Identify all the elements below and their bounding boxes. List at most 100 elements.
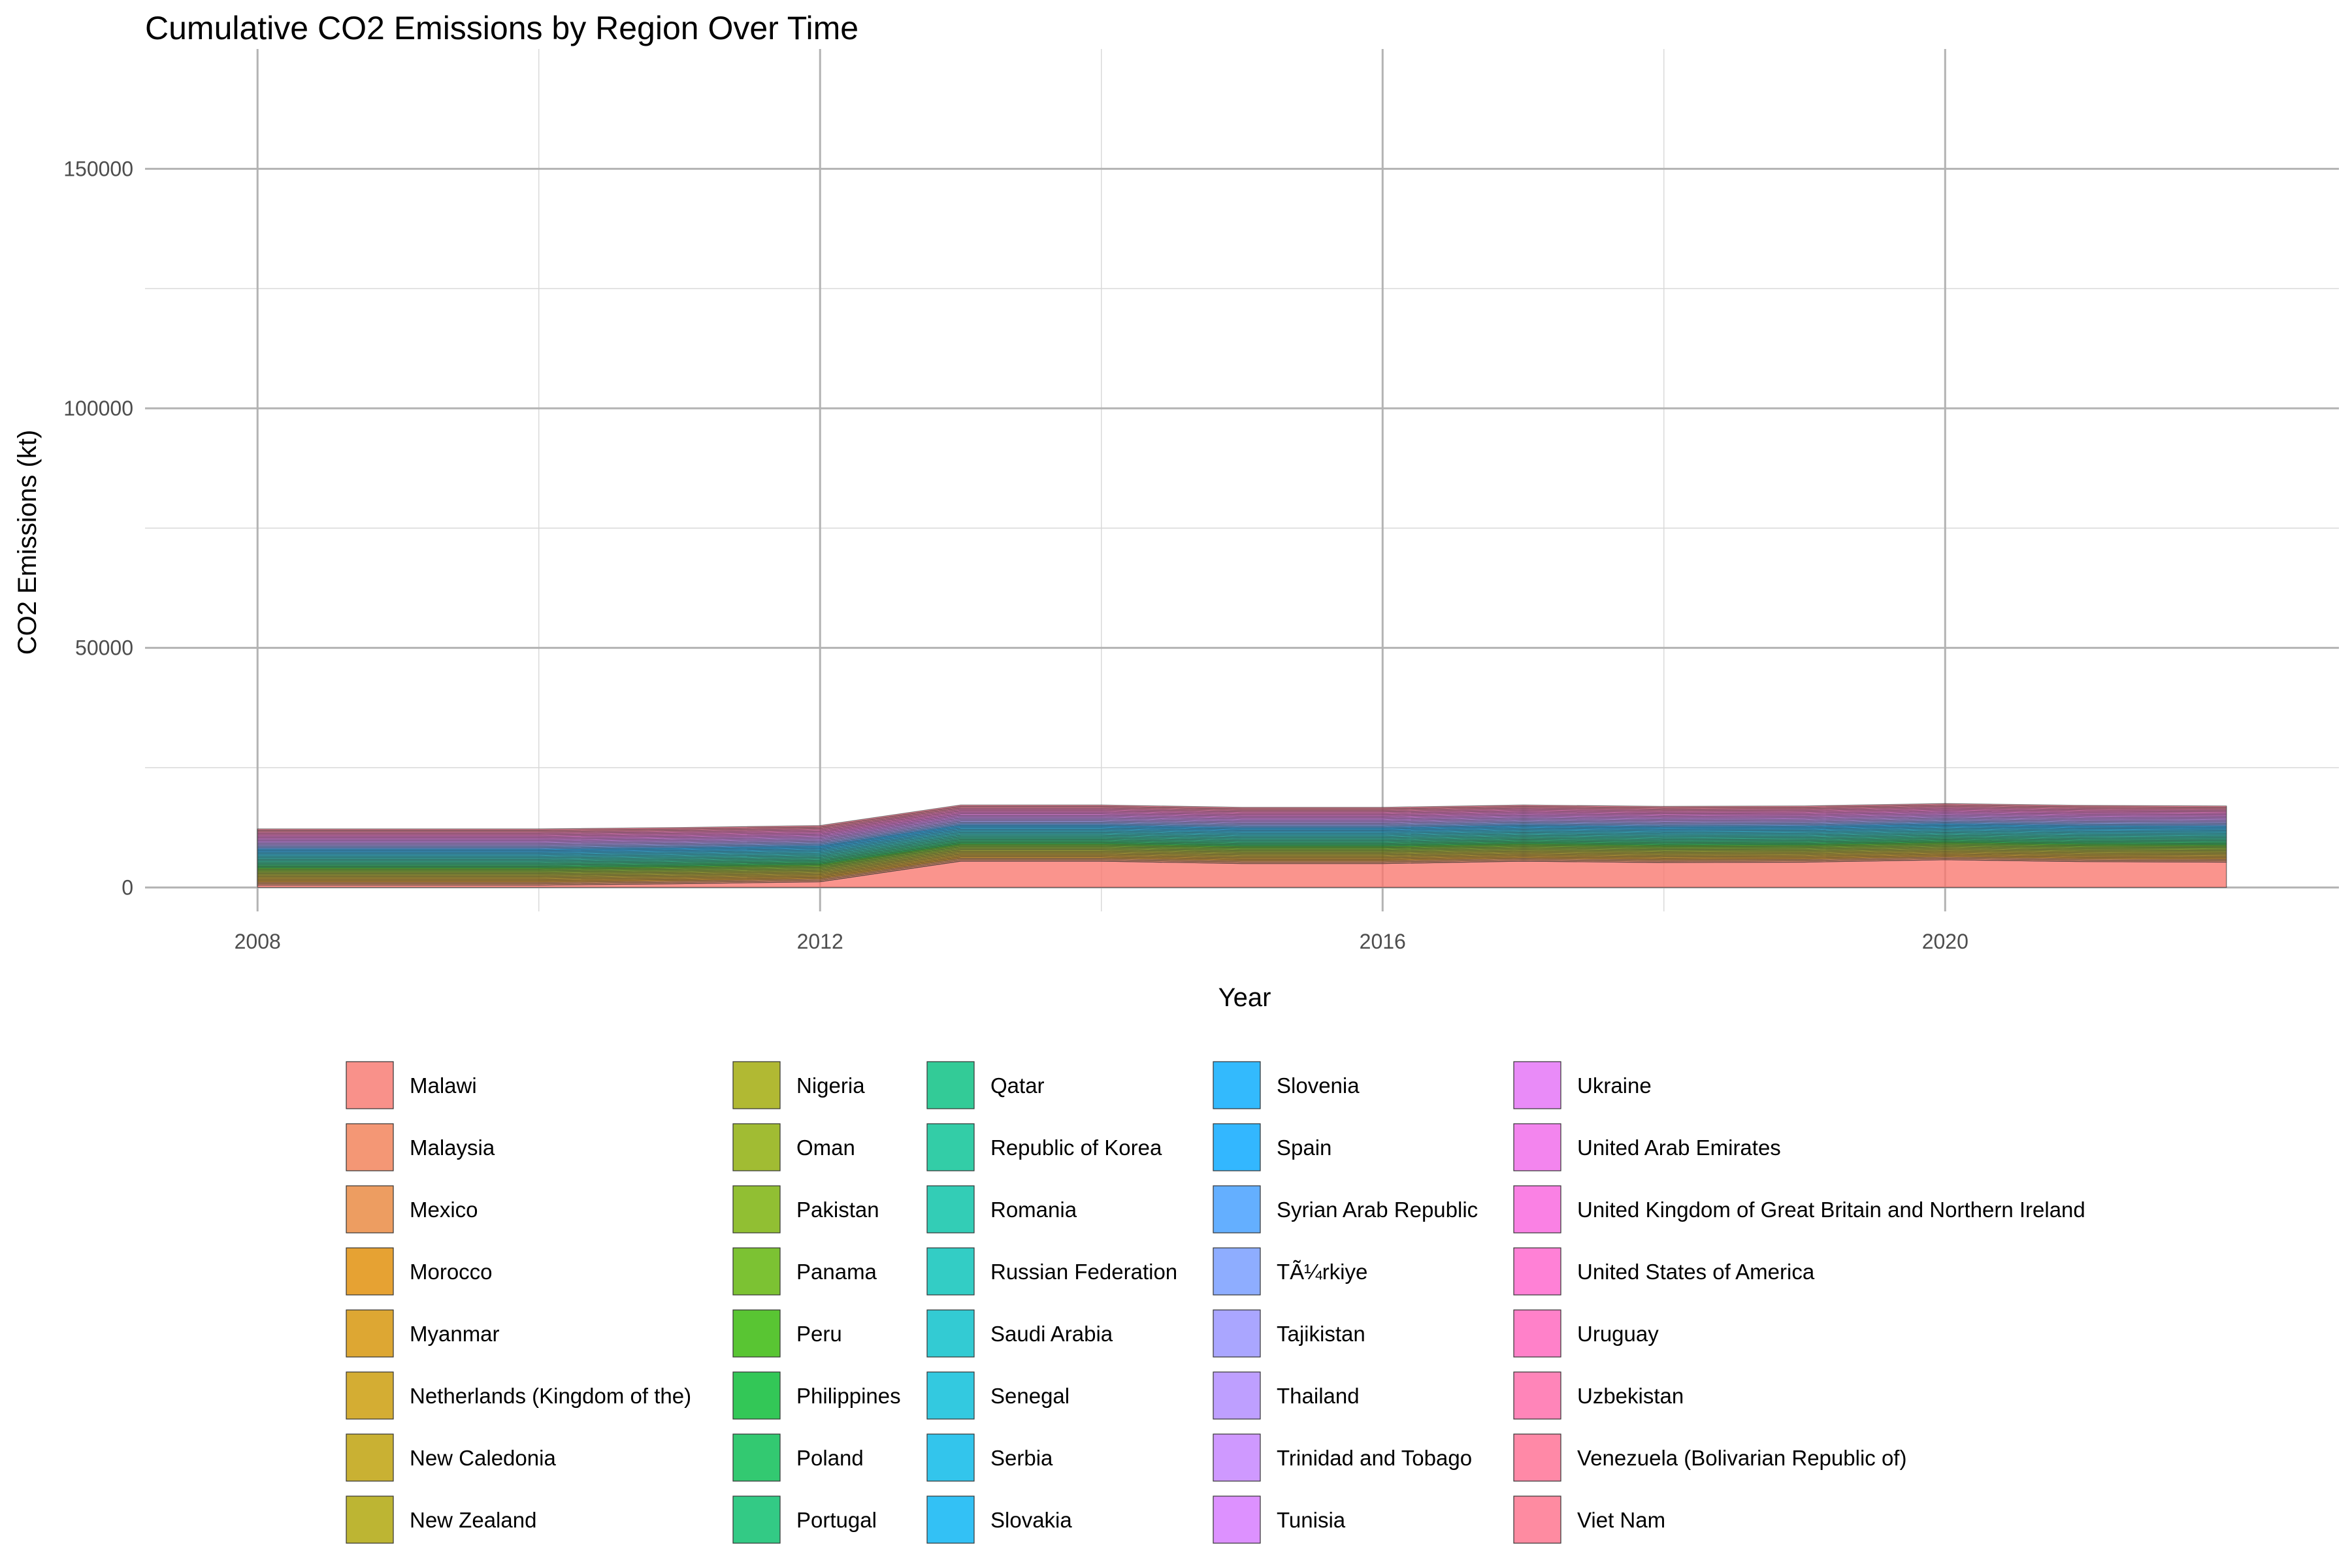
legend-item: Thailand: [1213, 1371, 1360, 1420]
legend-key: [346, 1123, 394, 1171]
legend-label: Senegal: [990, 1384, 1070, 1408]
legend-key: [1513, 1371, 1561, 1420]
legend-label: Viet Nam: [1577, 1508, 1665, 1532]
legend-item: Malawi: [346, 1061, 477, 1109]
legend-item: United States of America: [1513, 1247, 1815, 1296]
legend-item: Syrian Arab Republic: [1213, 1185, 1478, 1233]
legend-key: [926, 1061, 975, 1109]
legend-label: New Zealand: [410, 1508, 536, 1532]
legend-label: Qatar: [990, 1073, 1045, 1098]
legend-item: United Kingdom of Great Britain and Nort…: [1513, 1185, 2085, 1233]
legend-item: Republic of Korea: [926, 1123, 1162, 1171]
legend-label: Uruguay: [1577, 1322, 1659, 1346]
legend-key: [1213, 1371, 1261, 1420]
tick-layer: 2008 2012 2016 2020 0 50000 100000 150000: [63, 157, 1968, 953]
legend-item: Venezuela (Bolivarian Republic of): [1513, 1433, 1906, 1482]
legend-label: Ukraine: [1577, 1073, 1652, 1098]
legend-item: Panama: [732, 1247, 877, 1296]
legend-label: Uzbekistan: [1577, 1384, 1684, 1408]
legend-key: [732, 1495, 781, 1544]
legend-item: Pakistan: [732, 1185, 879, 1233]
y-tick-label: 100000: [63, 397, 133, 420]
legend-label: Mexico: [410, 1198, 478, 1222]
y-tick-label: 0: [122, 875, 133, 899]
y-axis-title: CO2 Emissions (kt): [13, 430, 42, 655]
legend-label: Russian Federation: [990, 1260, 1177, 1284]
legend-key: [1213, 1247, 1261, 1296]
legend-label: Trinidad and Tobago: [1277, 1446, 1472, 1470]
legend-label: Panama: [796, 1260, 877, 1284]
legend-label: Portugal: [796, 1508, 877, 1532]
legend-label: United Kingdom of Great Britain and Nort…: [1577, 1198, 2085, 1222]
legend-key: [926, 1247, 975, 1296]
legend-key: [346, 1495, 394, 1544]
legend-key: [926, 1309, 975, 1358]
legend-item: New Caledonia: [346, 1433, 556, 1482]
legend-item: New Zealand: [346, 1495, 536, 1544]
legend-key: [1513, 1309, 1561, 1358]
legend-label: Saudi Arabia: [990, 1322, 1113, 1346]
legend-key: [732, 1309, 781, 1358]
legend-item: Trinidad and Tobago: [1213, 1433, 1472, 1482]
legend-label: Philippines: [796, 1384, 901, 1408]
legend-label: Slovenia: [1277, 1073, 1360, 1098]
legend-key: [1213, 1061, 1261, 1109]
legend-label: Tunisia: [1277, 1508, 1346, 1532]
legend-item: Mexico: [346, 1185, 478, 1233]
legend-key: [1213, 1495, 1261, 1544]
legend-key: [1513, 1495, 1561, 1544]
legend-key: [732, 1371, 781, 1420]
legend-key: [926, 1123, 975, 1171]
legend-label: TÃ¼rkiye: [1277, 1260, 1367, 1284]
legend-item: Qatar: [926, 1061, 1045, 1109]
legend-label: Venezuela (Bolivarian Republic of): [1577, 1446, 1906, 1470]
legend-item: Ukraine: [1513, 1061, 1652, 1109]
legend-key: [732, 1185, 781, 1233]
legend-key: [1213, 1309, 1261, 1358]
legend-label: Oman: [796, 1135, 855, 1160]
legend-label: United Arab Emirates: [1577, 1135, 1781, 1160]
legend-label: Poland: [796, 1446, 864, 1470]
legend-key: [1513, 1433, 1561, 1482]
x-tick-label: 2008: [235, 930, 281, 953]
legend-key: [1213, 1185, 1261, 1233]
legend-item: Uzbekistan: [1513, 1371, 1684, 1420]
legend-key: [346, 1061, 394, 1109]
legend-key: [346, 1433, 394, 1482]
legend-item: TÃ¼rkiye: [1213, 1247, 1367, 1296]
legend-label: Malaysia: [410, 1135, 495, 1160]
legend-item: Tunisia: [1213, 1495, 1346, 1544]
legend-item: Slovenia: [1213, 1061, 1360, 1109]
legend-label: Myanmar: [410, 1322, 500, 1346]
y-tick-label: 50000: [75, 636, 133, 660]
legend-item: Serbia: [926, 1433, 1053, 1482]
legend-key: [926, 1371, 975, 1420]
legend-item: Uruguay: [1513, 1309, 1659, 1358]
legend-item: Tajikistan: [1213, 1309, 1365, 1358]
x-tick-label: 2012: [797, 930, 843, 953]
legend-key: [346, 1185, 394, 1233]
legend-key: [1513, 1247, 1561, 1296]
legend-item: Myanmar: [346, 1309, 500, 1358]
legend-label: Spain: [1277, 1135, 1331, 1160]
chart-title: Cumulative CO2 Emissions by Region Over …: [145, 10, 858, 46]
legend-label: Malawi: [410, 1073, 477, 1098]
legend-key: [1213, 1433, 1261, 1482]
y-tick-label: 150000: [63, 157, 133, 180]
legend-item: Morocco: [346, 1247, 493, 1296]
legend-label: United States of America: [1577, 1260, 1815, 1284]
legend: Malawi Malaysia Mexico Morocco Myanmar Nether…: [346, 1061, 2085, 1544]
legend-label: Netherlands (Kingdom of the): [410, 1384, 691, 1408]
legend-label: Thailand: [1277, 1384, 1360, 1408]
legend-key: [1513, 1123, 1561, 1171]
legend-key: [1213, 1123, 1261, 1171]
legend-item: Slovakia: [926, 1495, 1072, 1544]
legend-item: Spain: [1213, 1123, 1331, 1171]
legend-label: Romania: [990, 1198, 1077, 1222]
legend-label: Morocco: [410, 1260, 493, 1284]
x-tick-label: 2020: [1922, 930, 1968, 953]
legend-label: Serbia: [990, 1446, 1053, 1470]
legend-item: Poland: [732, 1433, 864, 1482]
legend-label: Peru: [796, 1322, 842, 1346]
